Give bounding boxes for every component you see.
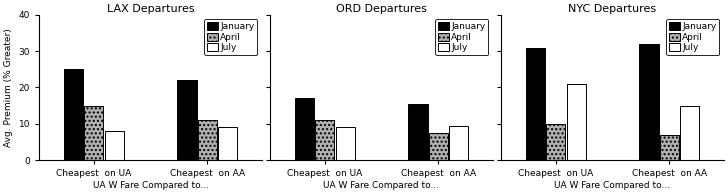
Y-axis label: Avg. Premium (% Greater): Avg. Premium (% Greater) (4, 28, 13, 147)
Bar (105, 131, 124, 160)
Bar (295, 98, 314, 160)
X-axis label: UA W Fare Compared to...: UA W Fare Compared to... (323, 181, 440, 190)
Bar (84, 106, 103, 160)
Bar (449, 126, 468, 160)
Bar (218, 127, 237, 160)
Bar (63, 69, 83, 160)
Title: ORD Departures: ORD Departures (336, 4, 427, 14)
Bar (566, 84, 586, 160)
Bar (336, 127, 355, 160)
Legend: January, April, July: January, April, July (666, 19, 719, 55)
Bar (315, 120, 334, 160)
Bar (639, 44, 659, 160)
Bar (429, 133, 448, 160)
Bar (680, 106, 700, 160)
X-axis label: UA W Fare Compared to...: UA W Fare Compared to... (92, 181, 209, 190)
Legend: January, April, July: January, April, July (204, 19, 258, 55)
Bar (660, 135, 679, 160)
Bar (408, 104, 427, 160)
Bar (546, 124, 566, 160)
X-axis label: UA W Fare Compared to...: UA W Fare Compared to... (555, 181, 670, 190)
Bar (526, 48, 545, 160)
Title: NYC Departures: NYC Departures (569, 4, 657, 14)
Bar (177, 80, 197, 160)
Legend: January, April, July: January, April, July (435, 19, 488, 55)
Title: LAX Departures: LAX Departures (107, 4, 194, 14)
Bar (198, 120, 217, 160)
